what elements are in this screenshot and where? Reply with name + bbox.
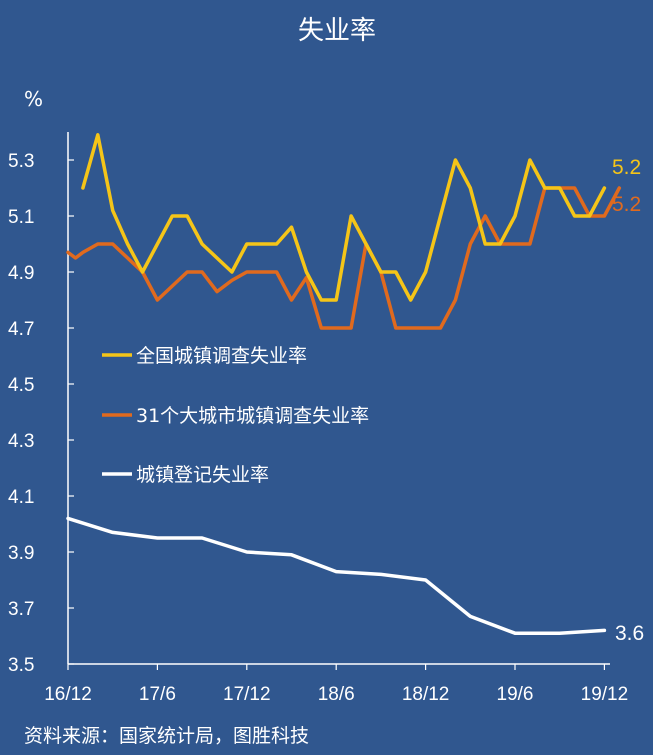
x-tick-label: 19/6 [497, 684, 534, 705]
x-tick-label: 18/6 [318, 684, 355, 705]
y-tick-label: 4.1 [8, 487, 34, 508]
axes [67, 132, 610, 665]
x-tick-label: 18/12 [402, 684, 450, 705]
x-tick-label: 17/12 [223, 684, 271, 705]
end-label-national: 5.2 [612, 156, 641, 179]
y-tick-label: 3.7 [8, 599, 34, 620]
legend-item-registered: 城镇登记失业率 [102, 464, 269, 486]
legend-label: 城镇登记失业率 [136, 464, 269, 486]
y-axis-ticks: 3.5 3.7 3.9 4.1 4.3 4.5 4.7 4.9 5.1 5.3 [8, 151, 74, 676]
y-tick-label: 4.7 [8, 319, 34, 340]
y-tick-label: 5.1 [8, 207, 34, 228]
series-layer [66, 133, 622, 635]
x-tick-label: 16/12 [44, 684, 92, 705]
legend-label: 全国城镇调查失业率 [136, 345, 307, 367]
big-city-survey-line [66, 186, 622, 330]
end-label-big-city: 5.2 [612, 193, 641, 216]
y-tick-label: 3.9 [8, 543, 34, 564]
legend-label: 31个大城市城镇调查失业率 [136, 405, 369, 427]
end-labels: 5.2 5.2 3.6 [612, 156, 644, 645]
x-tick-label: 17/6 [139, 684, 176, 705]
x-axis-ticks: 16/12 17/6 17/12 18/6 18/12 19/6 19/12 [44, 664, 628, 705]
registered-line [66, 516, 607, 635]
y-axis-unit-label: % [24, 87, 43, 111]
x-tick-label: 19/12 [581, 684, 629, 705]
y-tick-label: 4.5 [8, 375, 34, 396]
y-tick-label: 4.9 [8, 263, 34, 284]
legend-item-national: 全国城镇调查失业率 [102, 345, 307, 367]
source-note: 资料来源：国家统计局，图胜科技 [24, 725, 309, 747]
national-survey-line [81, 133, 607, 302]
end-label-registered: 3.6 [615, 622, 644, 645]
y-tick-label: 4.3 [8, 431, 34, 452]
y-tick-label: 5.3 [8, 151, 34, 172]
y-tick-label: 3.5 [8, 655, 34, 676]
legend-item-big-city: 31个大城市城镇调查失业率 [102, 405, 369, 427]
chart-title: 失业率 [298, 16, 376, 46]
